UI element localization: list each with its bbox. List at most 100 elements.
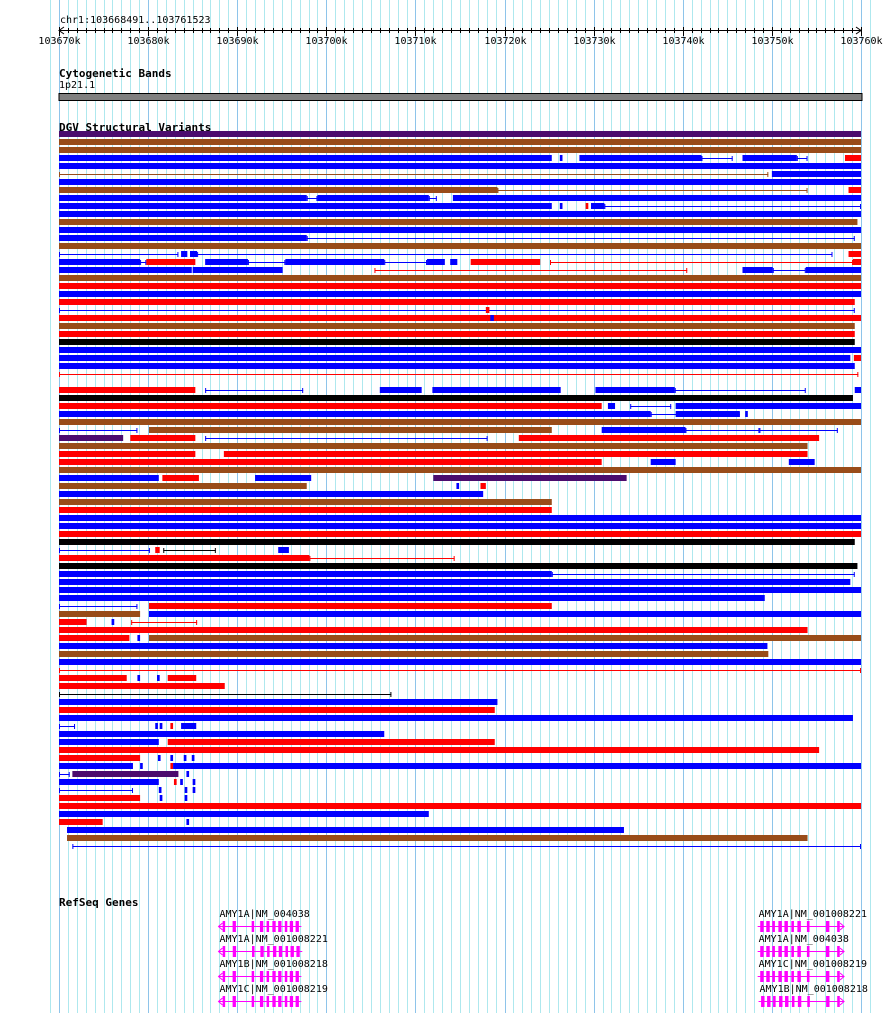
gene-label[interactable]: AMY1A|NM_004038 (219, 909, 310, 920)
gene-exon[interactable] (772, 971, 775, 982)
variant-bar[interactable] (59, 523, 861, 529)
variant-bar[interactable] (59, 155, 552, 161)
variant-bar[interactable] (285, 259, 385, 265)
gene-exon[interactable] (772, 946, 775, 957)
variant-bar[interactable] (191, 755, 195, 761)
gene-exon[interactable] (791, 996, 795, 1007)
gene-exon[interactable] (767, 996, 771, 1007)
variant-bar[interactable] (59, 483, 307, 489)
variant-bar[interactable] (180, 779, 183, 785)
gene-exon[interactable] (778, 946, 782, 957)
variant-bar[interactable] (149, 427, 552, 433)
variant-bar[interactable] (59, 731, 385, 737)
gene-exon[interactable] (259, 921, 264, 932)
variant-bar[interactable] (59, 275, 861, 281)
variant-bar[interactable] (183, 755, 187, 761)
variant-bar[interactable] (59, 707, 495, 713)
variant-bar[interactable] (432, 387, 561, 393)
gene-exon[interactable] (779, 996, 783, 1007)
gene-exon[interactable] (295, 971, 299, 982)
gene-exon[interactable] (278, 946, 283, 957)
gene-exon[interactable] (825, 971, 830, 982)
variant-bar[interactable] (59, 555, 310, 561)
variant-bar[interactable] (59, 219, 858, 225)
variant-bar[interactable] (59, 283, 861, 289)
variant-bar[interactable] (59, 659, 861, 665)
gene-exon[interactable] (760, 921, 764, 932)
variant-bar[interactable] (192, 267, 283, 273)
variant-bar[interactable] (480, 483, 486, 489)
variant-bar[interactable] (59, 227, 861, 233)
variant-bar[interactable] (518, 435, 820, 441)
gene-exon[interactable] (222, 921, 226, 932)
variant-bar[interactable] (278, 547, 289, 553)
gene-exon[interactable] (222, 971, 226, 982)
variant-bar[interactable] (59, 635, 130, 641)
gene-exon[interactable] (791, 971, 794, 982)
variant-bar[interactable] (805, 267, 861, 273)
gene-exon[interactable] (772, 921, 775, 932)
gene-exon[interactable] (773, 996, 776, 1007)
variant-bar[interactable] (59, 539, 855, 545)
variant-bar[interactable] (852, 259, 861, 265)
variant-bar[interactable] (317, 195, 429, 201)
refseq-track-title[interactable]: RefSeq Genes (59, 896, 139, 909)
variant-bar[interactable] (59, 499, 552, 505)
variant-bar[interactable] (59, 347, 861, 353)
variant-bar[interactable] (155, 547, 160, 553)
gene-exon[interactable] (766, 921, 770, 932)
cyto-track-title[interactable]: Cytogenetic Bands (59, 67, 172, 80)
gene-exon[interactable] (791, 946, 794, 957)
variant-bar[interactable] (59, 627, 808, 633)
variant-bar[interactable] (601, 427, 686, 433)
variant-bar[interactable] (59, 403, 602, 409)
variant-bar[interactable] (59, 195, 307, 201)
variant-bar[interactable] (155, 723, 158, 729)
variant-bar[interactable] (59, 571, 552, 577)
variant-bar[interactable] (170, 763, 174, 769)
variant-bar[interactable] (59, 459, 602, 465)
gene-exon[interactable] (267, 946, 270, 957)
variant-bar[interactable] (450, 259, 458, 265)
variant-bar[interactable] (146, 259, 196, 265)
variant-bar[interactable] (59, 683, 225, 689)
variant-bar[interactable] (771, 171, 861, 177)
gene-exon[interactable] (251, 971, 255, 982)
variant-bar[interactable] (181, 723, 197, 729)
variant-bar[interactable] (559, 155, 563, 161)
variant-bar[interactable] (149, 603, 552, 609)
variant-bar[interactable] (59, 187, 498, 193)
variant-bar[interactable] (59, 259, 141, 265)
variant-bar[interactable] (433, 475, 627, 481)
variant-bar[interactable] (675, 411, 740, 417)
gene-exon[interactable] (289, 971, 294, 982)
variant-bar[interactable] (158, 787, 162, 793)
variant-bar[interactable] (59, 803, 861, 809)
variant-bar[interactable] (788, 459, 815, 465)
gene-exon[interactable] (284, 971, 288, 982)
variant-bar[interactable] (595, 387, 675, 393)
variant-bar[interactable] (490, 315, 494, 321)
cytoband-bar[interactable] (58, 93, 863, 101)
variant-bar[interactable] (59, 139, 861, 145)
gene-exon[interactable] (837, 996, 840, 1007)
gene-label[interactable]: AMY1B|NM_001008218 (219, 959, 328, 970)
variant-bar[interactable] (844, 155, 861, 161)
gene-exon[interactable] (295, 996, 299, 1007)
gene-exon[interactable] (272, 921, 276, 932)
variant-bar[interactable] (181, 251, 188, 257)
variant-bar[interactable] (186, 819, 190, 825)
gene-exon[interactable] (837, 946, 840, 957)
variant-bar[interactable] (59, 587, 861, 593)
variant-bar[interactable] (173, 763, 861, 769)
gene-exon[interactable] (222, 996, 226, 1007)
variant-bar[interactable] (184, 787, 188, 793)
variant-bar[interactable] (59, 363, 855, 369)
variant-bar[interactable] (59, 243, 861, 249)
variant-bar[interactable] (173, 779, 177, 785)
gene-exon[interactable] (259, 971, 264, 982)
gene-exon[interactable] (295, 921, 299, 932)
gene-exon[interactable] (289, 996, 294, 1007)
variant-bar[interactable] (590, 203, 605, 209)
dgv-track-title[interactable]: DGV Structural Variants (59, 121, 212, 134)
